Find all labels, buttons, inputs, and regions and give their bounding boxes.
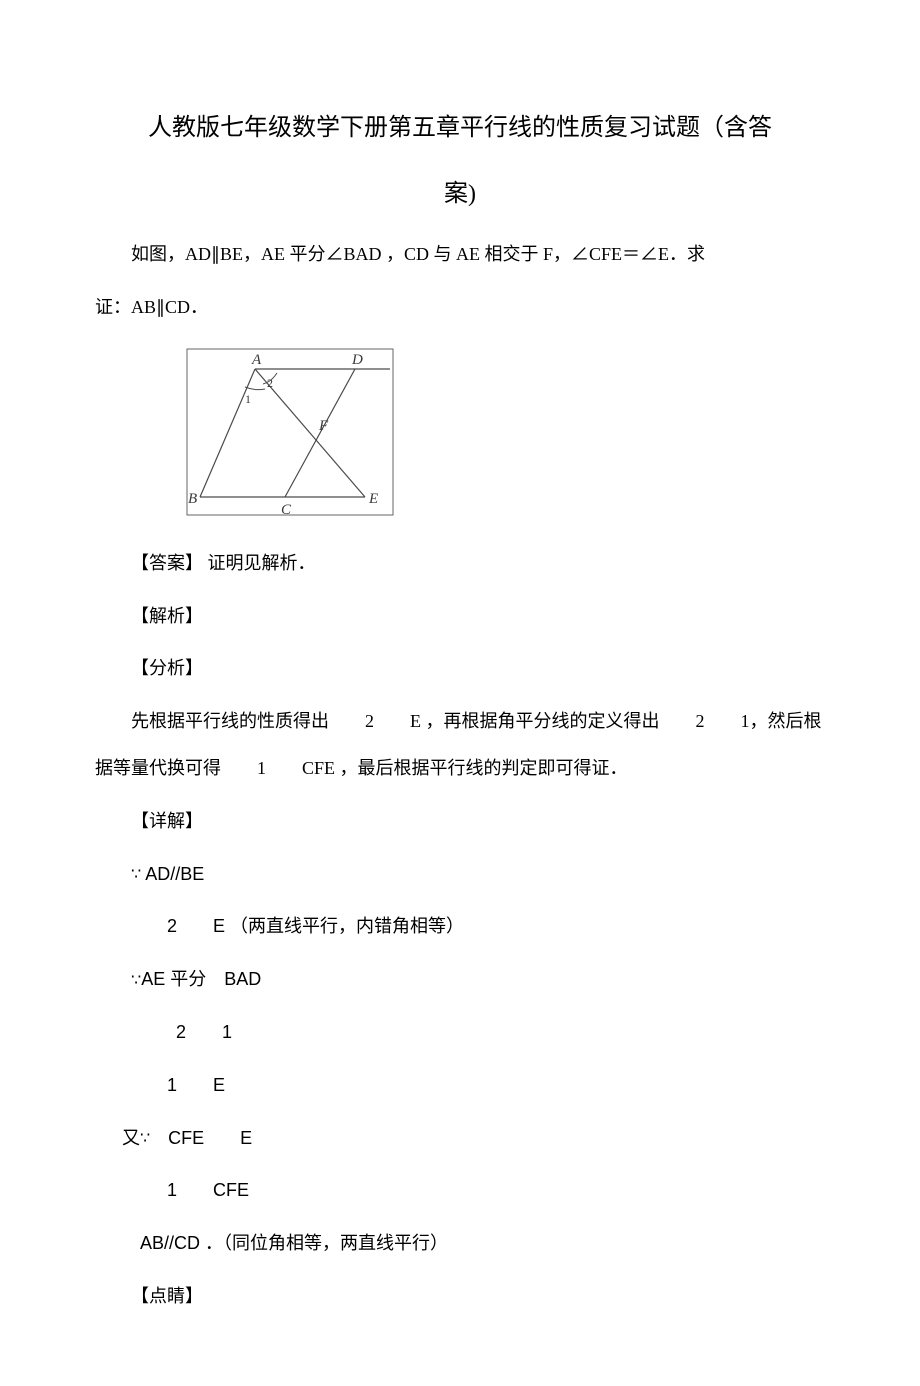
proof-step-7: 1 CFE [95, 1167, 825, 1214]
geometry-figure: A D B C E F 1 2 [185, 347, 825, 522]
svg-text:D: D [351, 352, 363, 368]
svg-text:A: A [251, 352, 262, 368]
svg-text:E: E [368, 491, 378, 507]
proof-step-5: 1 E [95, 1062, 825, 1109]
proof-step-2: 2 E （两直线平行，内错角相等） [95, 903, 825, 950]
step6-pre: 又 [122, 1128, 140, 1148]
svg-text:1: 1 [245, 392, 251, 406]
step1-text: AD//BE [141, 864, 204, 884]
analysis-text: 先根据平行线的性质得出 2 E ，再根据角平分线的定义得出 2 1，然后根据等量… [95, 698, 825, 792]
svg-text:2: 2 [267, 376, 273, 390]
because-icon: ∵ [131, 973, 141, 989]
problem-text-2: 证：AB∥CD． [95, 284, 825, 331]
title-line-1: 人教版七年级数学下册第五章平行线的性质复习试题（含答 [95, 100, 825, 158]
because-icon: ∵ [131, 867, 141, 883]
answer-label: 【答案】 证明见解析． [95, 540, 825, 587]
svg-text:B: B [188, 491, 197, 507]
proof-step-6: 又∵ CFE E [95, 1115, 825, 1162]
proof-step-8: AB//CD ．（同位角相等，两直线平行） [95, 1220, 825, 1267]
step6-text: CFE E [150, 1128, 252, 1148]
proof-step-4: 2 1 [95, 1009, 825, 1056]
title-line-2: 案) [95, 166, 825, 224]
fenxi-label: 【分析】 [95, 645, 825, 692]
proof-step-1: ∵ AD//BE [95, 851, 825, 898]
because-icon: ∵ [140, 1131, 150, 1147]
svg-text:C: C [281, 502, 292, 517]
jiexi-label: 【解析】 [95, 593, 825, 640]
geometry-svg: A D B C E F 1 2 [185, 347, 395, 517]
dianjing-label: 【点睛】 [95, 1273, 825, 1320]
proof-step-3: ∵AE 平分 BAD [95, 956, 825, 1003]
step3-text: AE 平分 BAD [141, 969, 261, 989]
svg-text:F: F [318, 418, 329, 434]
problem-text-1: 如图，AD∥BE，AE 平分∠BAD ，CD 与 AE 相交于 F，∠CFE＝∠… [95, 231, 825, 278]
xiangjie-label: 【详解】 [95, 798, 825, 845]
